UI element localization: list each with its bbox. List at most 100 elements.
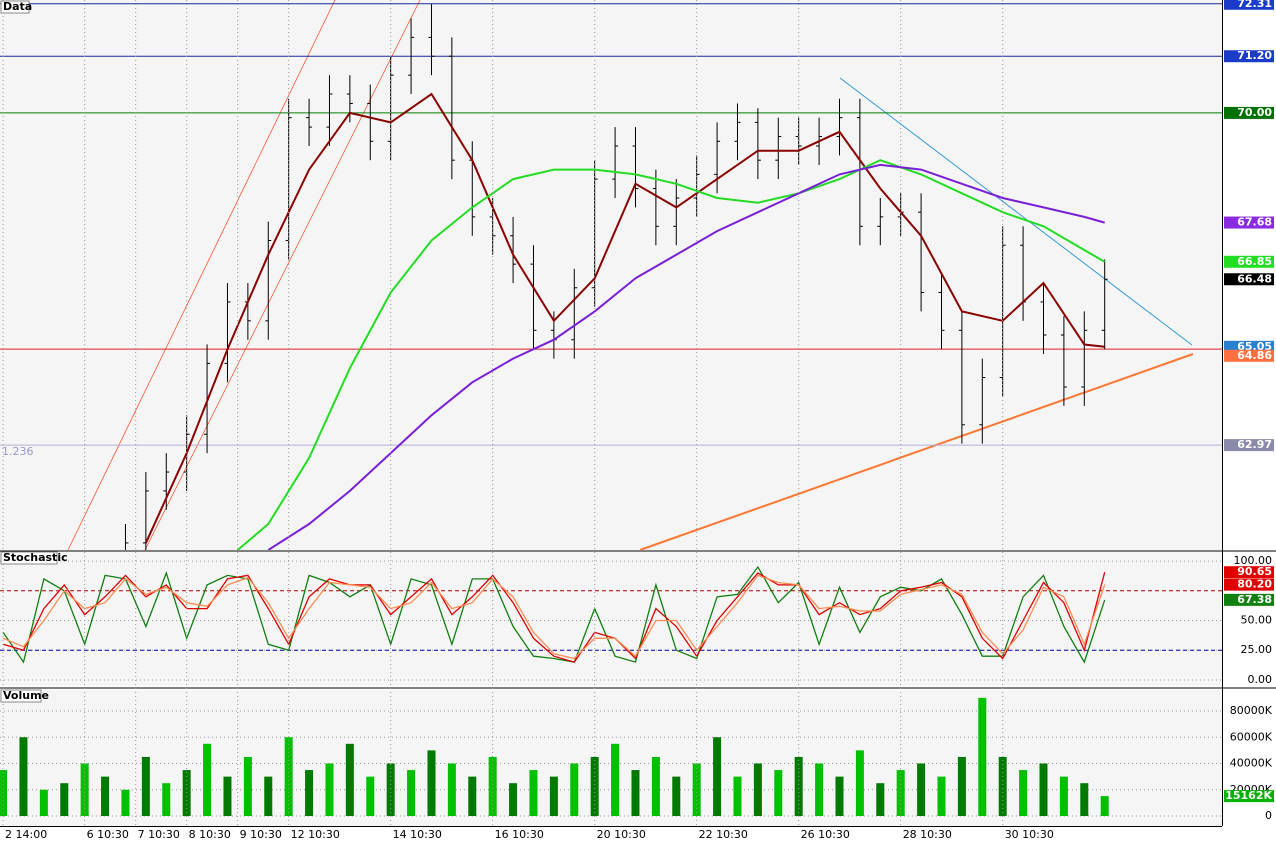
stochastic-panel xyxy=(0,552,1222,686)
volume-bar xyxy=(182,770,191,817)
volume-bar xyxy=(19,737,28,817)
channel-line xyxy=(67,0,336,550)
volume-bar xyxy=(121,789,130,817)
price-marker-label: 66.48 xyxy=(1237,272,1272,285)
x-tick-label: 20 10:30 xyxy=(597,828,646,841)
x-tick-label: 22 10:30 xyxy=(699,828,748,841)
volume-bar xyxy=(978,697,987,817)
price-marker-label: 67.68 xyxy=(1237,216,1272,229)
trend-line xyxy=(839,77,1193,346)
volume-bar xyxy=(1039,763,1048,817)
price-marker xyxy=(1224,593,1274,606)
price-marker-label: 72.31 xyxy=(1237,0,1272,10)
volume-bar xyxy=(305,770,314,817)
volume-bar xyxy=(692,763,701,817)
price-marker xyxy=(1224,216,1274,229)
y-tick-label: 0.00 xyxy=(1248,673,1273,686)
volume-bar xyxy=(60,783,69,817)
x-tick-label: 28 10:30 xyxy=(903,828,952,841)
volume-bar xyxy=(937,776,946,817)
volume-bar xyxy=(611,743,620,817)
volume-bar xyxy=(815,763,824,817)
price-marker-label: 90.65 xyxy=(1237,565,1272,578)
panel-title: Stochastic xyxy=(3,551,68,564)
volume-bar xyxy=(366,776,375,817)
volume-bar xyxy=(101,776,110,817)
y-tick-label: 100.00 xyxy=(1234,554,1273,567)
fib-label: 1.236 xyxy=(2,445,34,458)
volume-bar xyxy=(753,763,762,817)
volume-bar xyxy=(794,756,803,817)
x-tick-label: 26 10:30 xyxy=(801,828,850,841)
volume-bar xyxy=(998,756,1007,817)
x-tick-label: 14 10:30 xyxy=(393,828,442,841)
price-marker xyxy=(1224,790,1274,803)
volume-bar xyxy=(957,756,966,817)
volume-bar xyxy=(733,776,742,817)
volume-bar xyxy=(386,763,395,817)
x-tick-label: 7 10:30 xyxy=(138,828,180,841)
price-marker-label: 70.00 xyxy=(1237,106,1272,119)
price-marker-label: 62.97 xyxy=(1237,438,1272,451)
volume-bar xyxy=(447,763,456,817)
volume-bar xyxy=(0,770,8,817)
volume-bar xyxy=(162,783,171,817)
volume-bar xyxy=(917,763,926,817)
volume-bar xyxy=(345,743,354,817)
volume-bar xyxy=(835,776,844,817)
volume-bar xyxy=(1080,783,1089,817)
volume-bar xyxy=(468,776,477,817)
x-tick-label: 12 10:30 xyxy=(291,828,340,841)
price-panel xyxy=(0,0,1222,550)
volume-bar xyxy=(631,770,640,817)
volume-bar xyxy=(203,743,212,817)
volume-bar xyxy=(223,776,232,817)
price-marker-label: 71.20 xyxy=(1237,49,1272,62)
price-marker-label: 64.86 xyxy=(1237,349,1272,362)
volume-bar xyxy=(672,776,681,817)
price-marker xyxy=(1224,106,1274,119)
y-tick-label: 0 xyxy=(1265,809,1272,822)
volume-bar xyxy=(488,756,497,817)
volume-bar xyxy=(1100,796,1109,817)
x-tick-label: 16 10:30 xyxy=(495,828,544,841)
y-tick-label: 50.00 xyxy=(1241,614,1273,627)
price-marker xyxy=(1224,578,1274,591)
price-marker xyxy=(1224,439,1274,452)
volume-bar xyxy=(590,756,599,817)
y-tick-label: 25.00 xyxy=(1241,643,1273,656)
panel-layer xyxy=(0,560,1222,681)
panel-layer xyxy=(0,697,1222,817)
price-marker xyxy=(1224,255,1274,268)
title-box xyxy=(0,689,42,703)
volume-bar xyxy=(39,789,48,817)
volume-bar xyxy=(855,750,864,817)
price-marker-label: 65.05 xyxy=(1237,340,1272,353)
indicator-line xyxy=(267,163,1105,550)
price-marker xyxy=(1224,273,1274,286)
panel-title: Volume xyxy=(3,689,49,702)
panel-title: Data xyxy=(3,0,32,13)
y-tick-label: 80000K xyxy=(1230,704,1273,717)
y-tick-label: 60000K xyxy=(1230,730,1273,743)
volume-bar xyxy=(80,763,89,817)
volume-bar xyxy=(651,756,660,817)
volume-bar xyxy=(1059,776,1068,817)
y-tick-label: 40000K xyxy=(1230,757,1273,770)
volume-bar xyxy=(713,737,722,817)
price-marker-label: 67.38 xyxy=(1237,593,1272,606)
volume-bar xyxy=(774,770,783,817)
volume-bar xyxy=(243,756,252,817)
volume-bar xyxy=(896,770,905,817)
x-tick-label: 30 10:30 xyxy=(1005,828,1054,841)
indicator-line xyxy=(2,565,1106,664)
title-box xyxy=(0,551,58,565)
volume-bar xyxy=(141,756,150,817)
x-tick-label: 6 10:30 xyxy=(87,828,129,841)
volume-bar xyxy=(509,783,518,817)
volume-bar xyxy=(549,776,558,817)
indicator-line xyxy=(237,159,1106,550)
x-tick-label: 2 14:00 xyxy=(5,828,47,841)
